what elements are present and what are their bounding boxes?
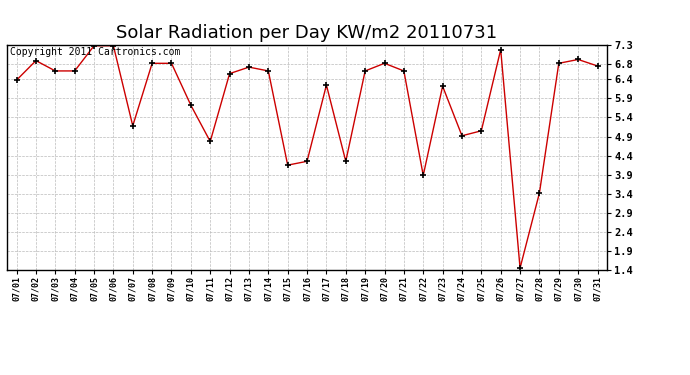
Title: Solar Radiation per Day KW/m2 20110731: Solar Radiation per Day KW/m2 20110731 [117, 24, 497, 42]
Text: Copyright 2011 Cartronics.com: Copyright 2011 Cartronics.com [10, 47, 180, 57]
